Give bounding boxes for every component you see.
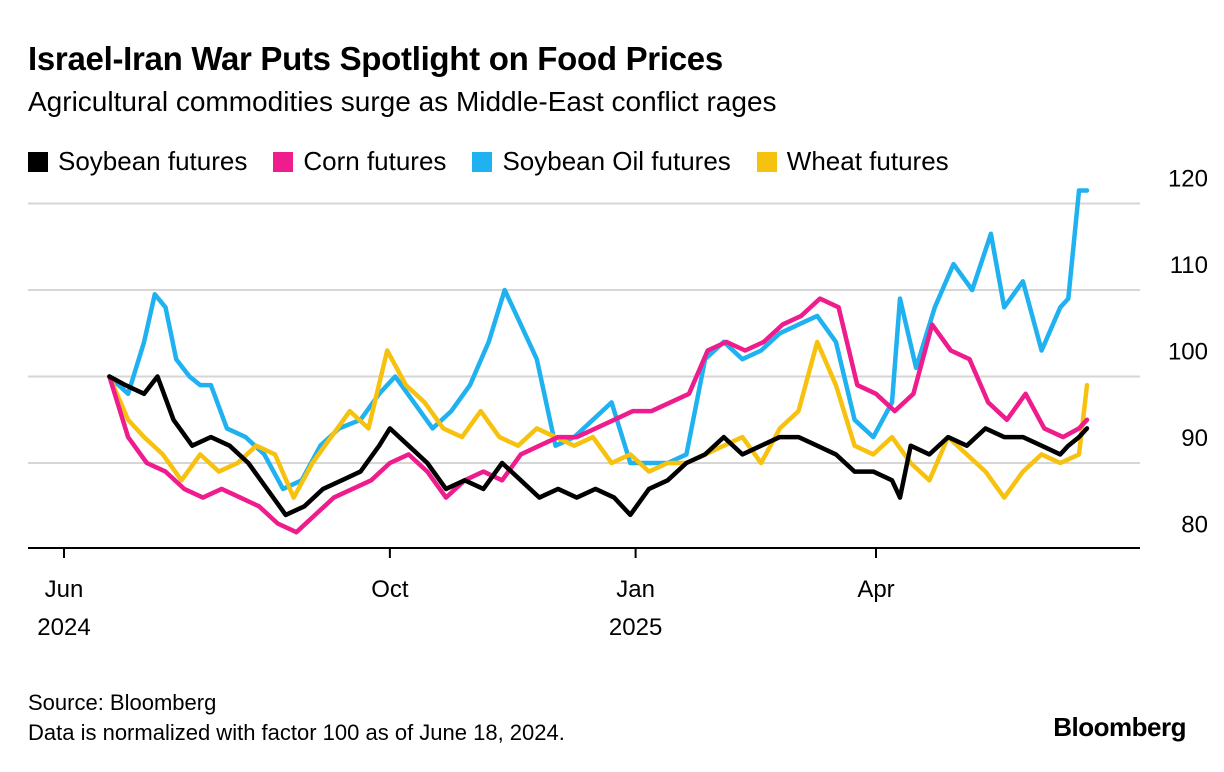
chart-subtitle: Agricultural commodities surge as Middle…	[28, 86, 777, 117]
legend-item-corn: Corn futures	[273, 146, 446, 177]
y-tick-label-120: 120	[1168, 166, 1208, 193]
series-line-soybean-oil-futures	[107, 188, 1090, 492]
y-tick-label-80: 80	[1181, 512, 1208, 539]
y-tick-label-110: 110	[1170, 252, 1208, 279]
legend-item-wheat: Wheat futures	[756, 146, 949, 177]
x-tick-label-oct: Oct	[371, 576, 409, 603]
legend-swatch-soybean	[28, 151, 48, 172]
normalization-note: Data is normalized with factor 100 as of…	[28, 720, 565, 745]
series-line-soybean-futures	[107, 374, 1090, 518]
source-note: Source: Bloomberg Data is normalized wit…	[28, 688, 565, 748]
x-tick-sublabel-2025: 2025	[609, 614, 662, 641]
y-tick-label-90: 90	[1181, 425, 1208, 452]
bloomberg-logo: Bloomberg	[1053, 712, 1186, 742]
chart-title: Israel-Iran War Puts Spotlight on Food P…	[28, 40, 723, 77]
legend-swatch-soybean-oil	[472, 151, 493, 172]
x-tick-label-jun: Jun	[45, 576, 84, 603]
legend-label-corn: Corn futures	[303, 146, 447, 176]
y-tick-label-100: 100	[1168, 339, 1208, 366]
series-line-corn-futures	[107, 296, 1090, 535]
legend-swatch-corn	[273, 151, 294, 172]
source-line: Source: Bloomberg	[28, 690, 217, 715]
legend-label-soybean: Soybean futures	[58, 146, 248, 176]
legend-swatch-wheat	[756, 151, 777, 172]
legend-item-soybean-oil: Soybean Oil futures	[472, 146, 731, 177]
x-tick-label-jan: Jan	[616, 576, 655, 603]
x-tick-sublabel-2024: 2024	[37, 614, 90, 641]
legend-label-wheat: Wheat futures	[786, 146, 949, 176]
legend-label-soybean-oil: Soybean Oil futures	[502, 146, 731, 176]
legend-item-soybean: Soybean futures	[28, 146, 247, 177]
legend: Soybean futures Corn futures Soybean Oil…	[28, 146, 949, 177]
x-tick-label-apr: Apr	[857, 576, 894, 603]
series-line-wheat-futures	[107, 339, 1090, 500]
